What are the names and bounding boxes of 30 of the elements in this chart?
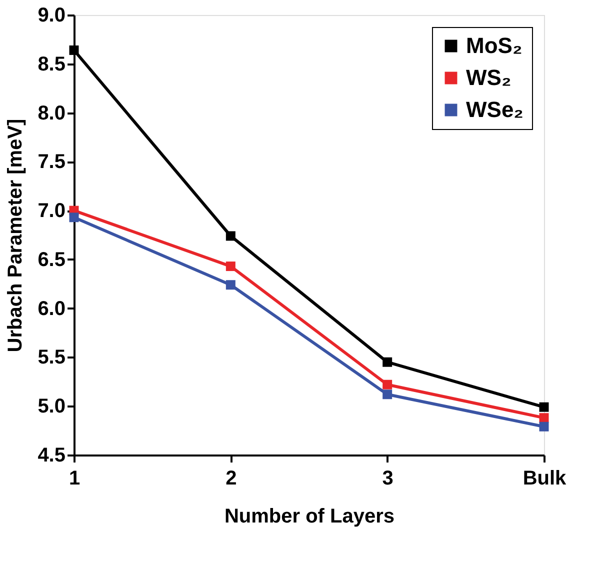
- x-tick-label: 2: [226, 468, 237, 490]
- y-tick-label: 6.5: [38, 248, 66, 271]
- y-tick-label: 4.5: [38, 444, 66, 466]
- y-tick-label: 7.0: [38, 200, 66, 222]
- point: [382, 380, 392, 390]
- legend-label: WSe₂: [466, 97, 524, 122]
- y-tick-label: 5.0: [38, 396, 66, 418]
- x-axis-title: Number of Layers: [224, 506, 395, 528]
- legend-label: MoS₂: [466, 33, 522, 58]
- x-tick-label: Bulk: [522, 468, 568, 490]
- y-tick-label: 7.5: [38, 151, 66, 174]
- point: [69, 212, 79, 222]
- point: [539, 402, 549, 412]
- point: [226, 231, 236, 241]
- point: [382, 357, 392, 367]
- legend-label: WS₂: [466, 65, 512, 90]
- y-tick-label: 8.0: [38, 102, 66, 124]
- y-tick-label: 8.5: [38, 53, 66, 76]
- y-axis-title: Urbach Parameter [meV]: [4, 118, 27, 352]
- y-tick-label: 6.0: [38, 298, 66, 320]
- point: [539, 413, 549, 423]
- point: [226, 262, 236, 272]
- y-tick-label: 9.0: [38, 4, 66, 26]
- point: [382, 390, 392, 400]
- point: [69, 45, 79, 55]
- point: [539, 422, 549, 432]
- y-tick-label: 5.5: [38, 346, 66, 369]
- x-tick-label: 3: [382, 468, 394, 490]
- point: [226, 280, 236, 290]
- x-tick-label: 1: [68, 468, 80, 490]
